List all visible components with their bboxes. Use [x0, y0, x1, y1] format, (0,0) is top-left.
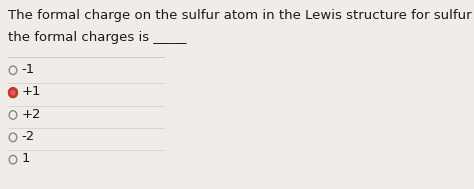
Circle shape — [11, 90, 15, 95]
Text: -2: -2 — [21, 130, 35, 143]
Circle shape — [9, 88, 17, 97]
Text: the formal charges is _____: the formal charges is _____ — [8, 31, 186, 44]
Text: 1: 1 — [21, 152, 30, 165]
Text: +1: +1 — [21, 85, 41, 98]
Text: -1: -1 — [21, 63, 35, 76]
Text: +2: +2 — [21, 108, 41, 121]
Text: The formal charge on the sulfur atom in the Lewis structure for sulfur dioxide (: The formal charge on the sulfur atom in … — [8, 9, 474, 22]
